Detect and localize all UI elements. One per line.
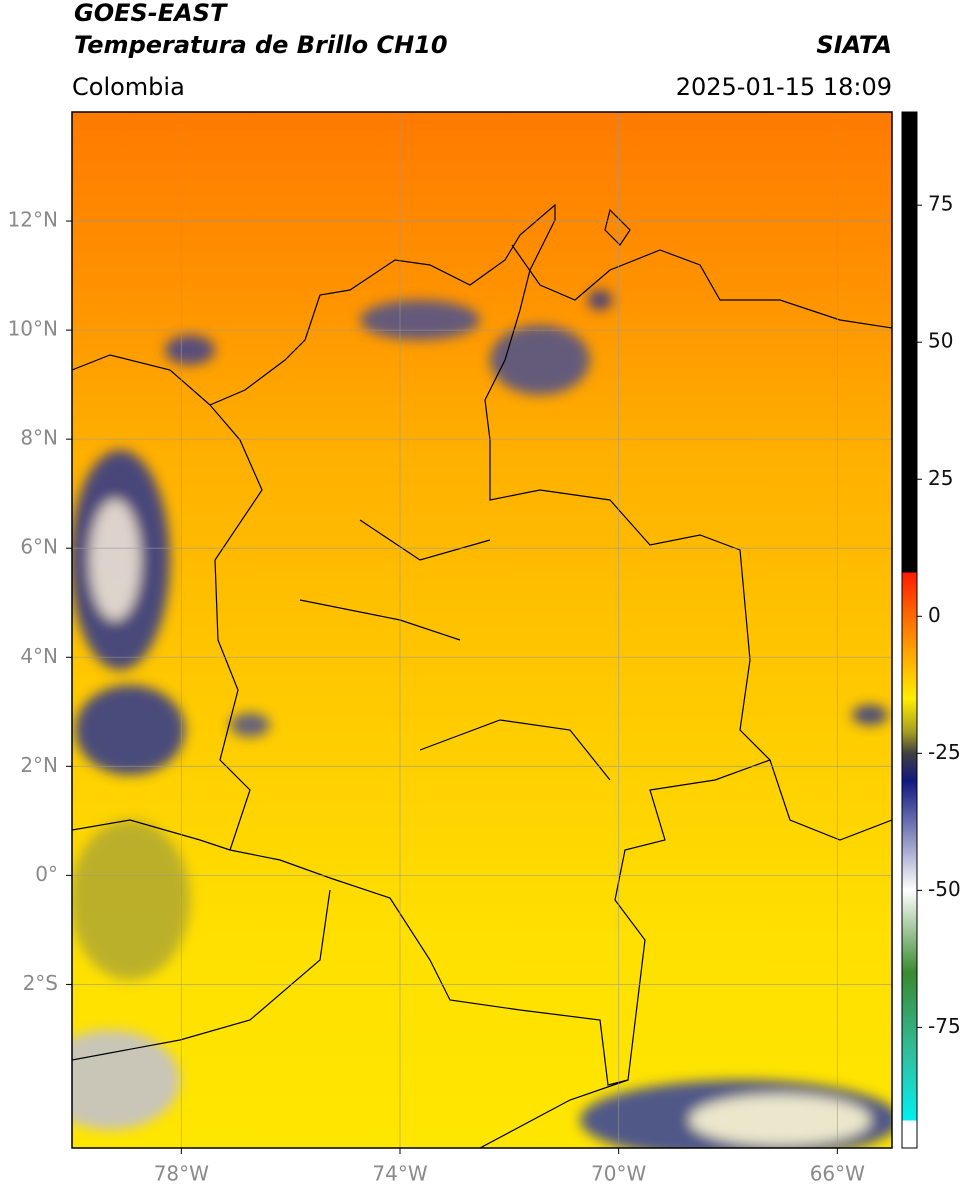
map-frame xyxy=(71,111,893,1149)
colorbar-tick-label: 25 xyxy=(928,466,953,490)
x-tick-label: 74°W xyxy=(372,1162,427,1186)
y-tick-label: 4°N xyxy=(20,644,58,668)
y-tick-label: 12°N xyxy=(8,208,58,232)
source: SIATA xyxy=(816,31,892,59)
colorbar xyxy=(901,111,918,1149)
map-imagery xyxy=(72,112,892,1148)
colorbar-tick-label: 75 xyxy=(928,192,953,216)
x-tick-label: 66°W xyxy=(810,1162,865,1186)
y-tick-label: 10°N xyxy=(8,317,58,341)
colorbar-tick-label: -25 xyxy=(928,740,961,764)
x-tick-label: 70°W xyxy=(591,1162,646,1186)
colorbar-tick-label: 0 xyxy=(928,603,941,627)
x-tick-label: 78°W xyxy=(154,1162,209,1186)
y-tick-label: 0° xyxy=(35,862,58,886)
colorbar-tick-label: 50 xyxy=(928,329,953,353)
grid xyxy=(72,112,892,1148)
y-tick-label: 2°S xyxy=(23,971,58,995)
datetime: 2025-01-15 18:09 xyxy=(676,73,892,101)
subtitle: Temperatura de Brillo CH10 xyxy=(74,31,448,59)
y-tick-label: 2°N xyxy=(20,753,58,777)
colorbar-tick-label: -75 xyxy=(928,1014,961,1038)
y-tick-label: 8°N xyxy=(20,426,58,450)
y-tick-label: 6°N xyxy=(20,535,58,559)
title: GOES-EAST xyxy=(74,0,228,27)
region: Colombia xyxy=(72,73,185,101)
colorbar-tick-label: -50 xyxy=(928,877,961,901)
